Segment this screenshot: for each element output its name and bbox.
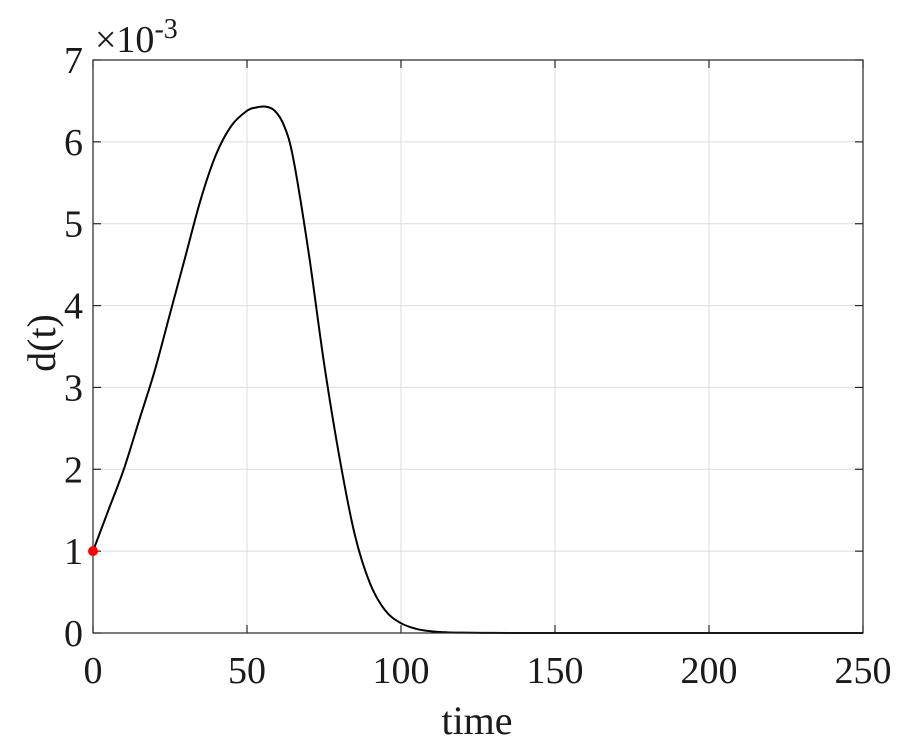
y-tick-label: 6 (64, 122, 83, 164)
y-tick-label: 1 (64, 531, 83, 573)
y-axis-label: d(t) (19, 314, 64, 372)
x-tick-label: 250 (835, 650, 892, 692)
x-tick-label: 150 (527, 650, 584, 692)
x-tick-label: 0 (84, 650, 103, 692)
x-tick-label: 50 (228, 650, 266, 692)
y-tick-label: 0 (64, 613, 83, 655)
initial-point-marker (88, 546, 98, 557)
y-tick-labels: 0 1 2 3 4 5 6 7 (64, 40, 83, 655)
x-tick-label: 200 (681, 650, 738, 692)
y-exponent-power: -3 (154, 14, 177, 45)
y-exponent-label: ×10-3 (95, 14, 178, 61)
y-exponent-base: ×10 (95, 19, 154, 61)
markers-layer (88, 546, 98, 557)
y-tick-label: 2 (64, 449, 83, 491)
x-axis-label: time (441, 698, 512, 743)
y-tick-label: 7 (64, 40, 83, 82)
x-tick-labels: 0 50 100 150 200 250 (84, 650, 892, 692)
plot-frame (92, 59, 864, 634)
y-tick-label: 4 (64, 286, 83, 328)
series-line (92, 105, 863, 635)
x-tick-label: 100 (373, 650, 430, 692)
tick-marks (92, 59, 864, 634)
y-tick-label: 5 (64, 204, 83, 246)
grid-lines (93, 60, 863, 633)
y-tick-label: 3 (64, 367, 83, 409)
series-layer (92, 105, 863, 635)
